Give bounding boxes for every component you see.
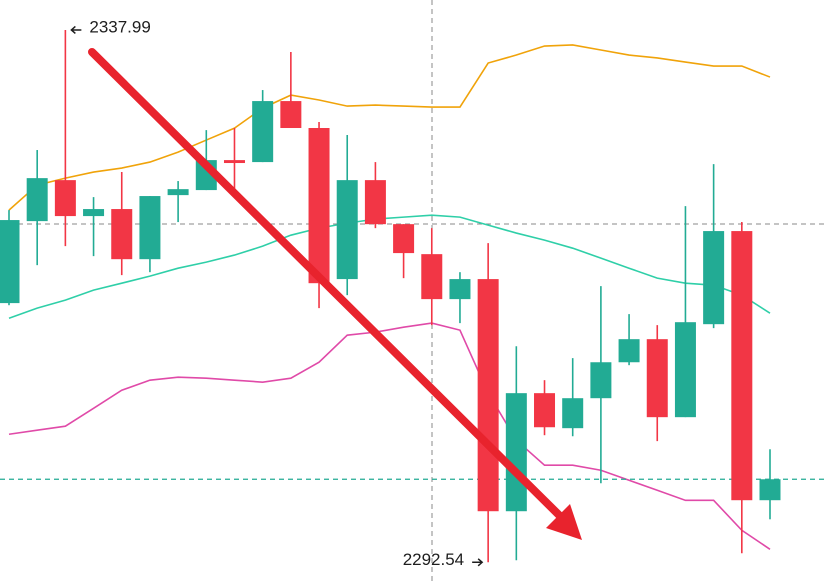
low-label: 2292.54 — [403, 550, 464, 569]
candle-body — [54, 180, 76, 217]
candle-body — [703, 231, 725, 325]
candle-body — [223, 160, 245, 164]
plot-layer: 2337.99 2292.54 — [0, 17, 828, 569]
candle-body — [280, 101, 302, 129]
candle-body — [674, 322, 696, 418]
candle-body — [421, 254, 443, 300]
low-marker-arrow — [472, 558, 484, 567]
high-label: 2337.99 — [89, 17, 150, 36]
candle-body — [167, 189, 189, 196]
candle-body — [477, 279, 499, 512]
band-line — [8, 214, 771, 319]
candle-body — [393, 224, 415, 254]
candle-body — [364, 180, 386, 225]
band-line — [8, 44, 771, 211]
candle-body — [308, 128, 330, 284]
candle-body — [111, 209, 133, 260]
candle-body — [139, 196, 161, 260]
candle-body — [0, 220, 20, 304]
band-line — [8, 322, 771, 550]
candle-body — [505, 393, 527, 512]
candle-body — [646, 339, 668, 418]
candle-body — [534, 393, 556, 428]
candle-body — [590, 362, 612, 399]
trend-arrow — [88, 48, 582, 540]
candle-body — [252, 101, 274, 163]
candle-body — [759, 479, 781, 501]
candle-body — [618, 339, 640, 363]
candle-body — [449, 279, 471, 300]
candle-body — [731, 231, 753, 501]
arrow-shaft — [88, 48, 566, 522]
candle-body — [83, 209, 105, 217]
high-marker-arrow — [70, 25, 82, 35]
candle-body — [562, 398, 584, 429]
candle-body — [336, 180, 358, 280]
candle-body — [26, 178, 48, 222]
arrow-head — [546, 504, 582, 540]
